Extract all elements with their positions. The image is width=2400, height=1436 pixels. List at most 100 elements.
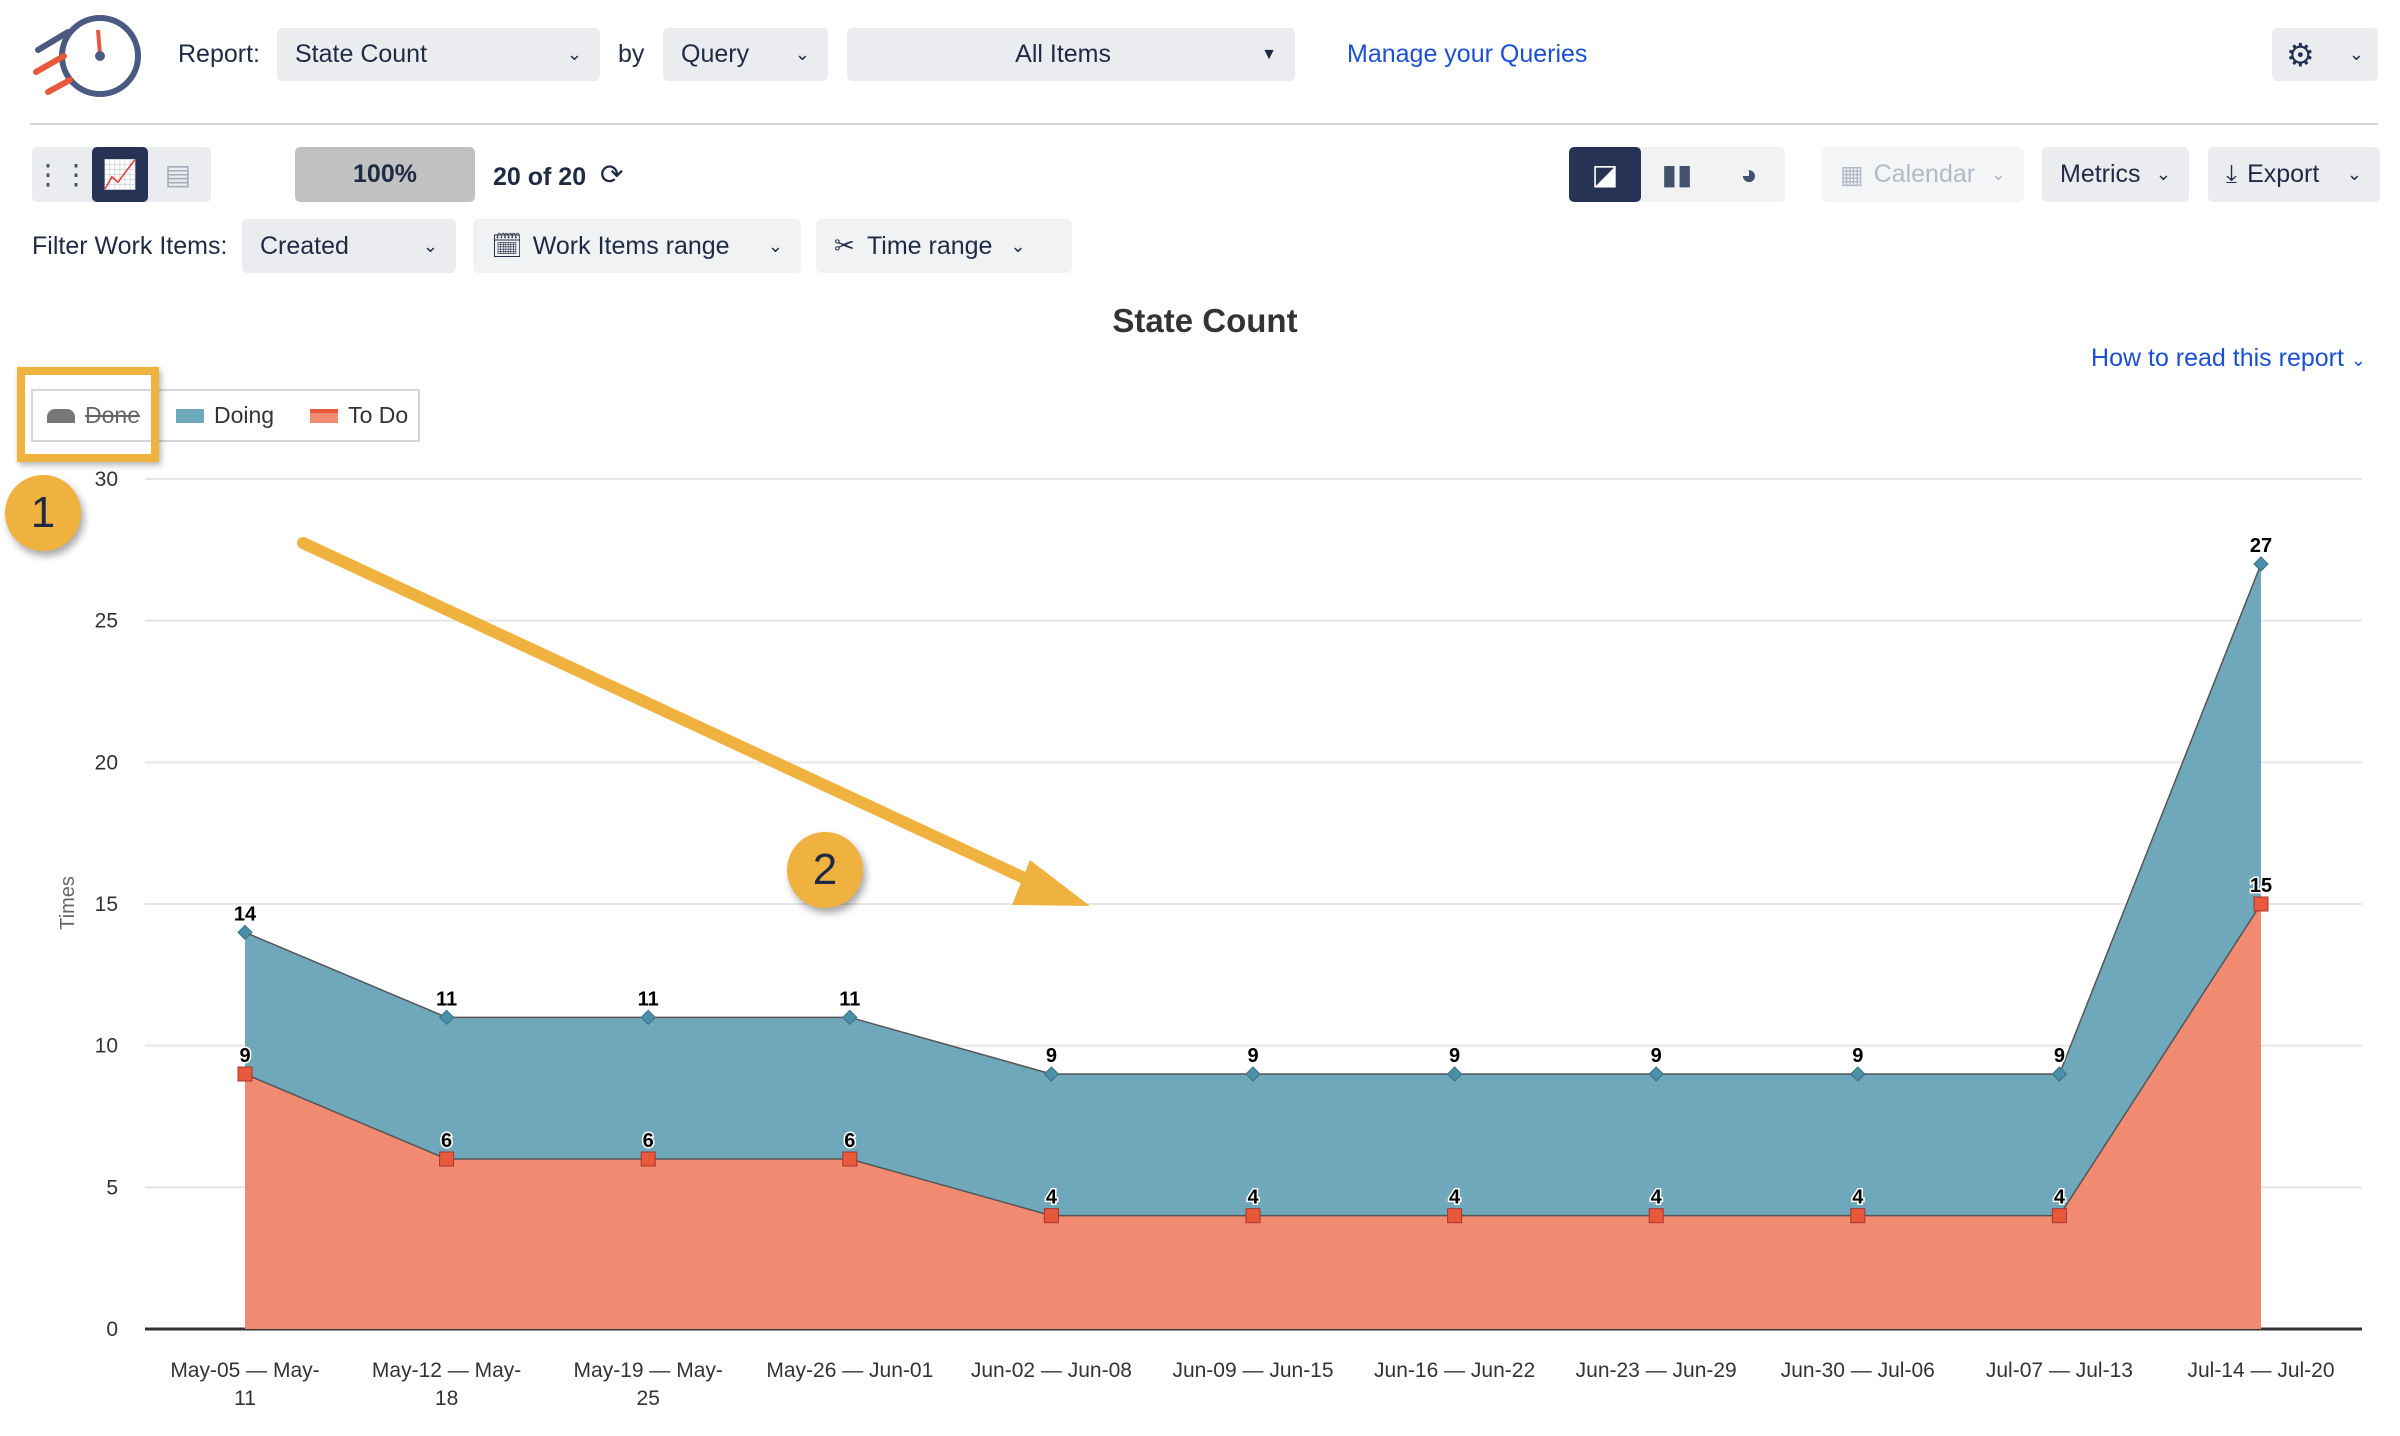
x-tick-label: Jun-16 — Jun-22 <box>1374 1359 1535 1382</box>
calendar-button[interactable]: ▦ Calendar ⌄ <box>1822 147 2024 202</box>
legend-item-doing[interactable]: Doing <box>175 402 274 429</box>
by-select[interactable]: Query ⌄ <box>663 28 828 81</box>
pie-chart-icon: ◕ <box>1740 158 1758 190</box>
y-tick-label: 20 <box>95 751 118 774</box>
bar-chart-button[interactable]: ▮▮ <box>1641 147 1713 202</box>
data-point-doing <box>2051 1066 2068 1082</box>
data-label: 11 <box>638 988 659 1010</box>
chevron-down-icon: ⌄ <box>794 44 810 64</box>
legend-item-done[interactable]: Done <box>47 402 140 429</box>
grid-view-button[interactable]: ⋮⋮ <box>32 147 92 202</box>
legend-todo-label: To Do <box>348 402 409 428</box>
x-tick-label: May-26 — Jun-01 <box>766 1359 933 1382</box>
table-view-button[interactable]: ▤ <box>148 147 208 202</box>
report-label: Report: <box>178 40 260 68</box>
area-chart-button[interactable]: ◪ <box>1569 147 1641 202</box>
legend-done-label: Done <box>85 402 140 428</box>
data-point-todo <box>237 1066 253 1082</box>
data-label: 9 <box>1852 1045 1863 1067</box>
chart-legend: Done Doing To Do <box>31 389 420 442</box>
app-logo <box>28 10 146 102</box>
data-label: 11 <box>839 988 860 1010</box>
x-tick-label: May-12 — May-18 <box>372 1359 521 1410</box>
data-point-doing <box>1043 1066 1060 1082</box>
report-select[interactable]: State Count ⌄ <box>277 28 600 81</box>
data-label: 4 <box>1046 1187 1058 1209</box>
data-label: 6 <box>643 1130 654 1152</box>
chart-view-button[interactable]: 📈 <box>92 147 148 202</box>
data-point-doing <box>640 1009 656 1026</box>
data-point-todo <box>439 1151 455 1167</box>
data-label: 27 <box>2250 535 2272 557</box>
work-items-range-button[interactable]: 🗓 Work Items range ⌄ <box>473 219 801 273</box>
data-label: 6 <box>441 1130 452 1152</box>
chevron-down-icon: ⌄ <box>2346 164 2362 184</box>
progress-value: 100% <box>353 160 417 188</box>
data-label: 6 <box>844 1130 855 1152</box>
chart-type-group: ◪ ▮▮ ◕ <box>1569 147 1785 202</box>
y-tick-label: 5 <box>106 1176 118 1199</box>
data-label: 9 <box>1046 1045 1057 1067</box>
data-point-todo <box>2253 896 2269 912</box>
filter-label: Filter Work Items: <box>32 232 228 260</box>
download-icon: ⤓ <box>2226 160 2238 188</box>
how-to-read-link[interactable]: How to read this report ⌄ <box>2091 344 2366 373</box>
data-label: 4 <box>1247 1187 1259 1209</box>
chevron-down-icon: ⌄ <box>2348 44 2364 64</box>
x-tick-label: Jul-07 — Jul-13 <box>1986 1359 2133 1382</box>
settings-button[interactable]: ⚙ ⌄ <box>2272 28 2378 81</box>
created-value: Created <box>260 231 349 260</box>
by-label: by <box>618 40 645 68</box>
data-point-todo <box>1245 1208 1261 1224</box>
export-label: Export <box>2247 160 2320 188</box>
calendar-clock-icon: 🗓 <box>491 231 523 260</box>
metrics-button[interactable]: Metrics ⌄ <box>2042 147 2189 202</box>
chevron-down-icon: ⌄ <box>422 235 438 256</box>
calendar-icon: ▦ <box>1840 160 1864 189</box>
area-chart-icon: ◪ <box>1591 159 1619 190</box>
data-label: 15 <box>2250 875 2272 897</box>
pie-chart-button[interactable]: ◕ <box>1713 147 1785 202</box>
chevron-down-icon: ⌄ <box>767 235 783 256</box>
export-button[interactable]: ⤓ Export ⌄ <box>2208 147 2380 202</box>
annotation-badge-2: 2 <box>787 832 863 908</box>
manage-queries-link[interactable]: Manage your Queries <box>1347 40 1588 68</box>
legend-item-todo[interactable]: To Do <box>310 402 408 429</box>
view-toggle-group: ⋮⋮ 📈 ▤ <box>32 147 211 202</box>
bar-chart-icon: ▮▮ <box>1661 159 1693 190</box>
data-point-todo <box>1850 1208 1866 1224</box>
badge-1-label: 1 <box>30 488 56 537</box>
created-select[interactable]: Created ⌄ <box>242 219 456 273</box>
annotation-highlight-box <box>17 367 159 462</box>
data-point-todo <box>1447 1208 1463 1224</box>
y-tick-label: 10 <box>95 1035 118 1058</box>
data-point-doing <box>1850 1066 1866 1082</box>
by-select-value: Query <box>681 40 750 68</box>
data-label: 4 <box>1449 1187 1461 1209</box>
data-point-doing <box>1446 1066 1463 1082</box>
data-point-todo <box>640 1151 656 1167</box>
scope-select-value: All Items <box>1015 40 1111 68</box>
x-tick-label: May-05 — May-11 <box>170 1359 319 1410</box>
legend-doing-icon <box>175 408 204 423</box>
time-range-button[interactable]: ✂ Time range ⌄ <box>816 219 1072 273</box>
chevron-down-icon: ⌄ <box>2350 350 2366 370</box>
header-divider <box>30 123 2378 125</box>
data-label: 4 <box>1852 1187 1864 1209</box>
y-tick-label: 15 <box>95 893 118 916</box>
data-label: 14 <box>234 903 257 925</box>
refresh-icon[interactable]: ⟳ <box>600 159 624 190</box>
area-doing <box>245 564 2261 1329</box>
time-range-label: Time range <box>866 231 993 260</box>
data-label: 9 <box>1247 1045 1258 1067</box>
x-tick-label: Jun-09 — Jun-15 <box>1172 1359 1333 1382</box>
x-tick-label: Jun-02 — Jun-08 <box>971 1359 1132 1382</box>
legend-done-icon <box>47 408 75 423</box>
scope-select[interactable]: All Items ▼ <box>847 28 1295 81</box>
chart-title: State Count <box>1112 302 1298 339</box>
work-items-range-label: Work Items range <box>532 231 730 260</box>
badge-2-label: 2 <box>812 845 838 894</box>
item-count: 20 of 20 <box>493 163 587 191</box>
data-label: 4 <box>1651 1187 1663 1209</box>
